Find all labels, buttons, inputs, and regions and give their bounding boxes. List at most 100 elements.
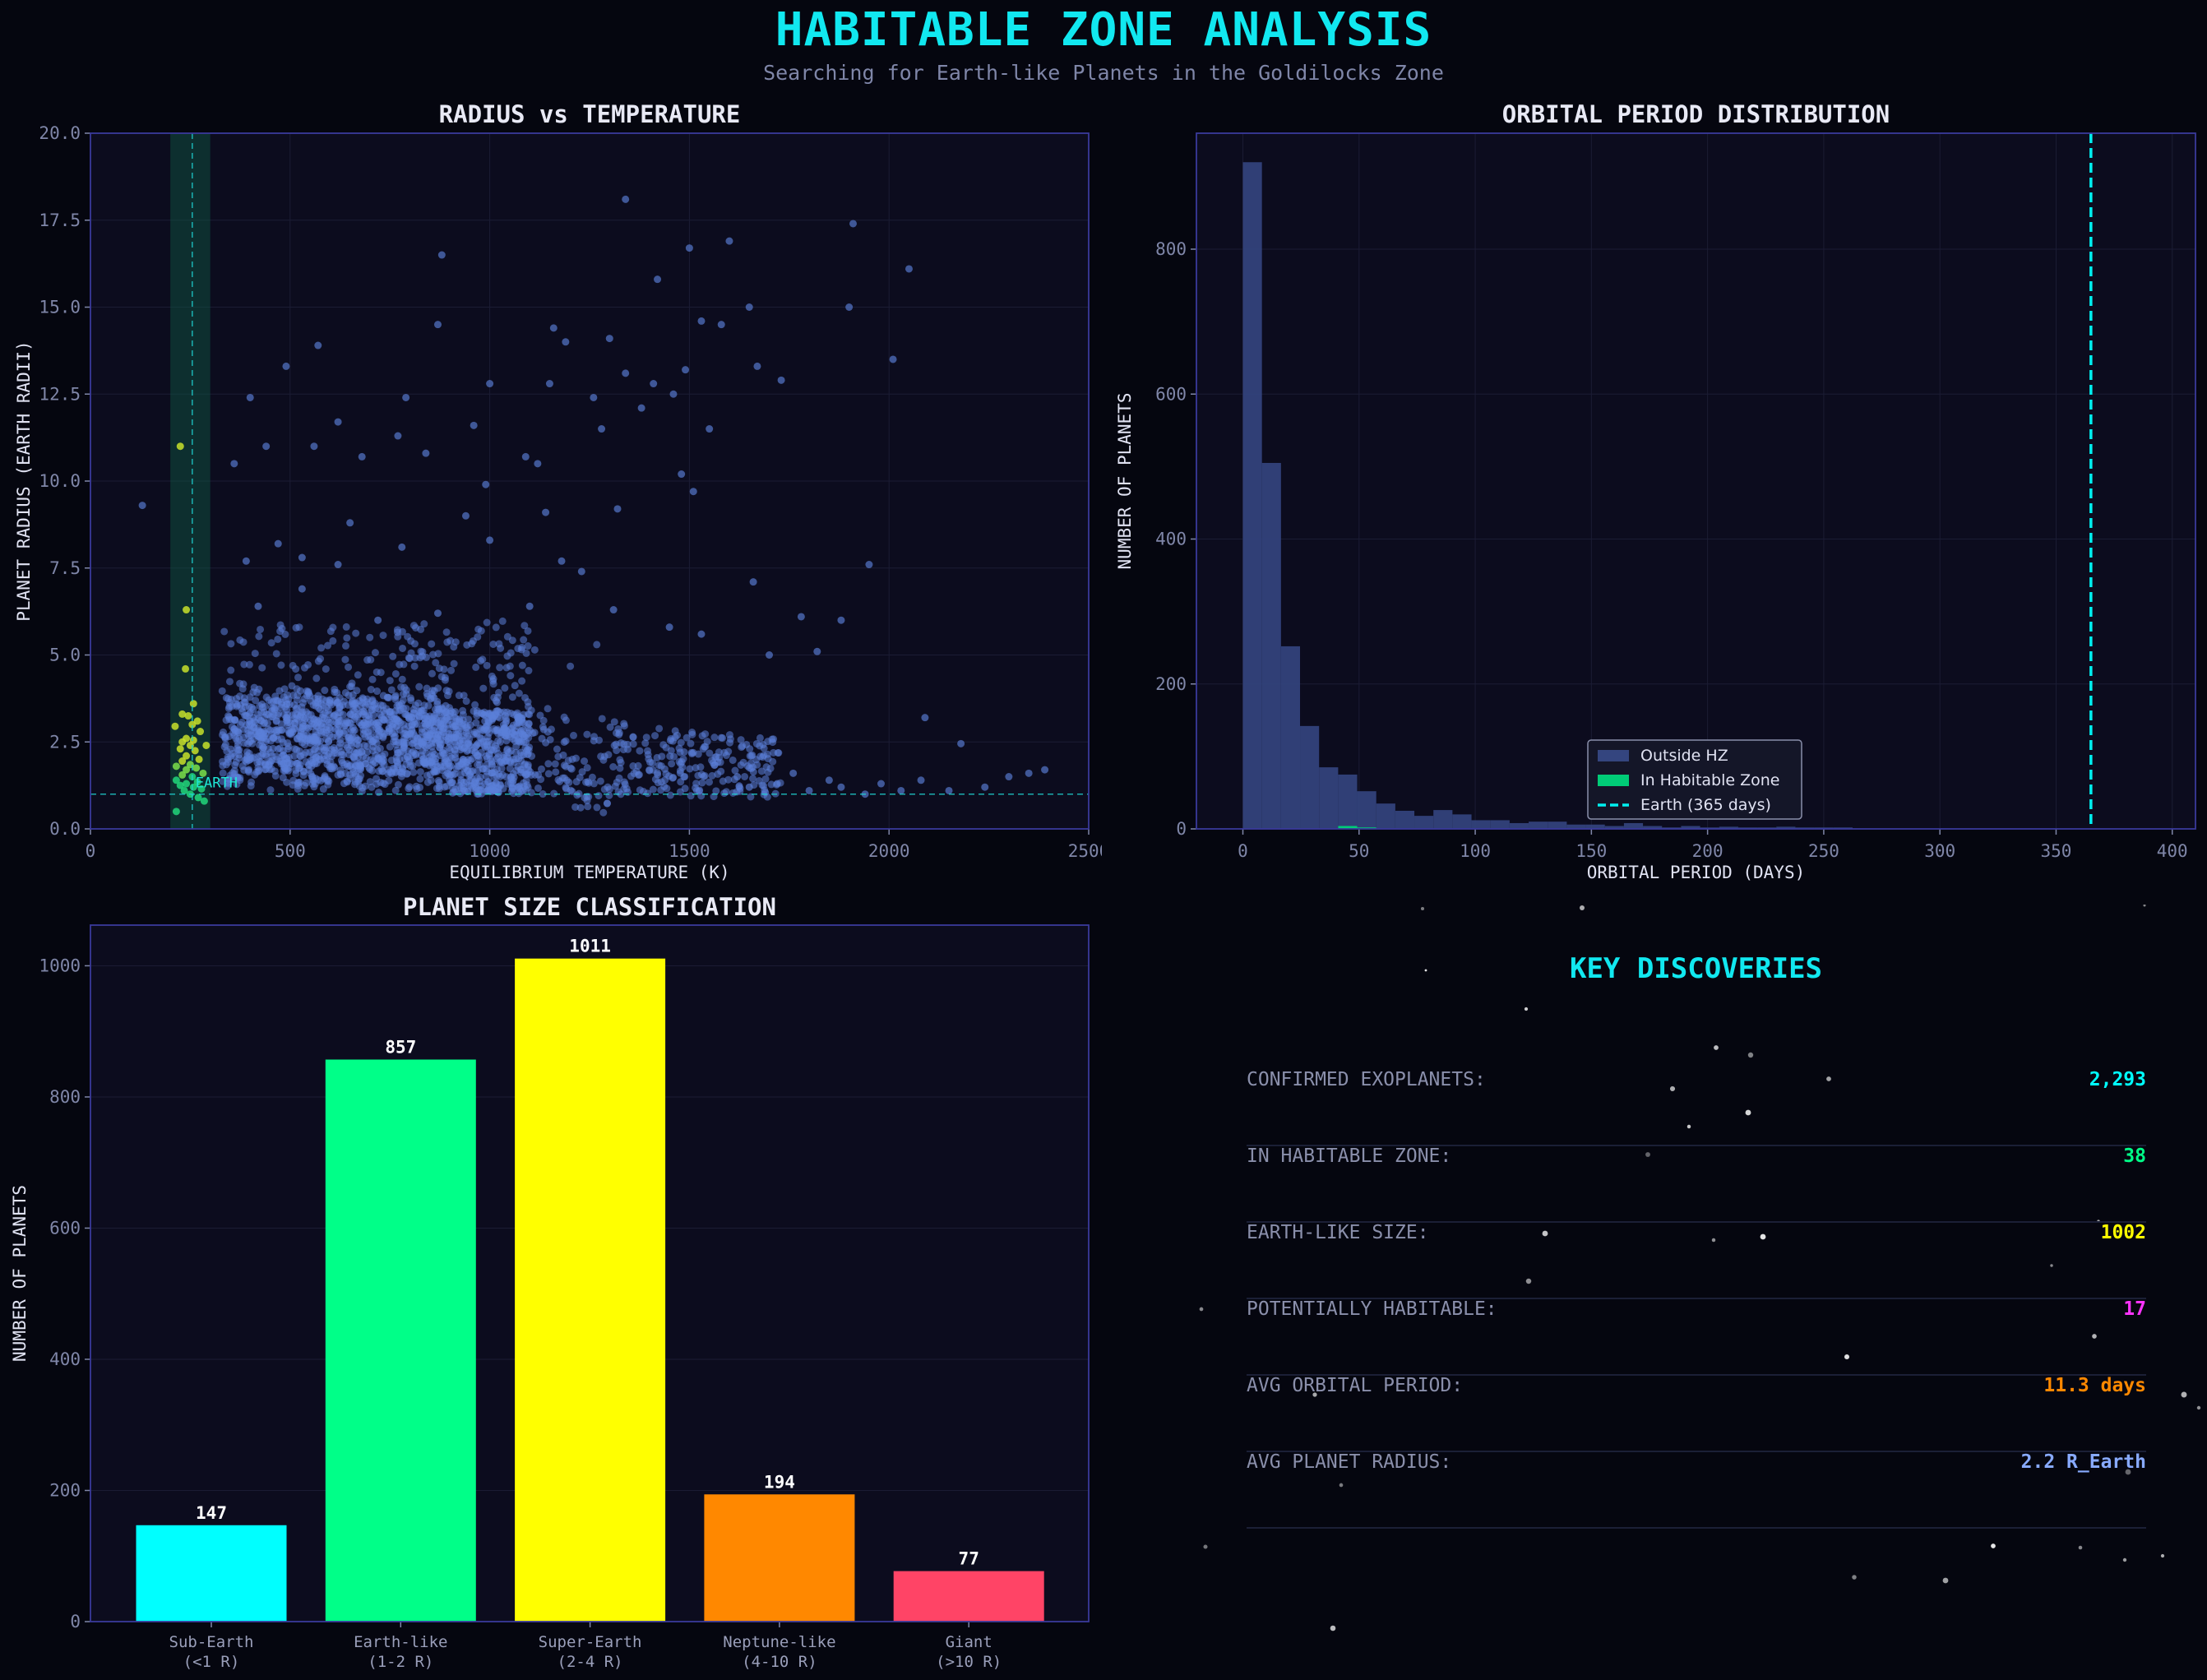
in-hz-bar: [1338, 826, 1358, 829]
hz-planet-point: [172, 776, 180, 784]
planet-point: [559, 751, 567, 759]
legend-swatch-hz: [1598, 775, 1629, 786]
planet-point: [669, 774, 678, 782]
planet-point: [275, 744, 284, 752]
y-tick-label: 0: [1176, 819, 1187, 839]
planet-point: [470, 707, 478, 715]
hz-planet-point: [195, 755, 203, 763]
planet-point: [512, 743, 521, 751]
planet-point: [314, 341, 322, 349]
planet-point: [745, 783, 753, 791]
planet-point: [676, 788, 684, 796]
planet-point: [537, 775, 545, 784]
planet-point: [613, 729, 621, 737]
y-tick-label: 200: [49, 1480, 81, 1500]
planet-point: [275, 687, 284, 695]
star: [1203, 1544, 1208, 1549]
hz-planet-point: [189, 700, 197, 708]
planet-point: [758, 781, 766, 789]
planet-point: [345, 746, 354, 754]
planet-point: [544, 760, 553, 768]
planet-point: [670, 752, 678, 761]
planet-point: [279, 738, 287, 747]
planet-point: [714, 758, 722, 766]
hz-planet-point: [182, 664, 190, 673]
planet-point: [393, 758, 401, 766]
planet-point: [482, 480, 490, 488]
outside-hz-bar: [1548, 821, 1567, 829]
planet-point: [502, 757, 511, 765]
planet-point: [493, 698, 502, 706]
planet-point: [475, 777, 484, 785]
planet-point: [345, 691, 353, 699]
planet-point: [432, 659, 440, 667]
planet-point: [340, 729, 348, 738]
planet-point: [444, 692, 452, 700]
planet-point: [547, 725, 555, 734]
planet-point: [492, 623, 500, 632]
y-tick-label: 200: [1155, 674, 1187, 694]
planet-point: [377, 669, 385, 677]
star: [1339, 1483, 1344, 1488]
planet-point: [227, 666, 235, 674]
planet-point: [325, 738, 333, 746]
planet-point: [446, 747, 454, 755]
planet-point: [1025, 769, 1033, 777]
planet-point: [392, 741, 400, 749]
planet-point: [486, 536, 494, 544]
hz-planet-point: [199, 769, 207, 777]
planet-point: [420, 757, 428, 765]
planet-point: [266, 786, 275, 794]
planet-point: [409, 622, 418, 630]
planet-point: [225, 698, 234, 706]
outside-hz-bar: [1414, 816, 1434, 829]
outside-hz-bar: [1529, 821, 1548, 829]
hz-planet-point: [176, 745, 184, 753]
hz-planet-point: [172, 808, 180, 816]
outside-hz-bar: [1395, 810, 1415, 829]
planet-point: [408, 713, 416, 721]
planet-point: [245, 732, 253, 740]
planet-point: [367, 686, 375, 694]
planet-point: [277, 704, 285, 712]
planet-point: [660, 783, 669, 791]
hz-planet-point: [178, 757, 187, 766]
planet-point: [275, 726, 283, 734]
planet-point: [402, 739, 410, 747]
planet-point: [658, 752, 666, 761]
size-chart-title: PLANET SIZE CLASSIFICATION: [403, 893, 776, 921]
planet-point: [255, 757, 263, 766]
planet-point: [737, 761, 745, 769]
planet-point: [254, 724, 262, 732]
planet-point: [444, 770, 452, 778]
planet-point: [243, 752, 252, 760]
planet-point: [745, 303, 753, 311]
planet-point: [729, 756, 737, 764]
planet-point: [539, 716, 548, 724]
planet-point: [520, 710, 528, 719]
planet-point: [502, 664, 511, 672]
star: [1747, 1052, 1754, 1058]
planet-point: [274, 635, 282, 643]
planet-point: [469, 636, 477, 645]
x-tick-label: 500: [275, 841, 306, 861]
planet-point: [564, 757, 572, 765]
x-tick-label: 0: [1238, 841, 1248, 861]
planet-point: [666, 791, 674, 799]
planet-point: [599, 808, 608, 817]
planet-point: [583, 764, 591, 772]
planet-point: [753, 362, 761, 370]
planet-point: [741, 772, 749, 780]
planet-point: [296, 764, 304, 772]
planet-point: [518, 643, 526, 651]
planet-point: [451, 753, 460, 761]
planet-point: [733, 773, 742, 781]
planet-point: [669, 390, 678, 398]
planet-point: [462, 697, 470, 706]
planet-point: [327, 763, 335, 771]
key-discovery-label: POTENTIALLY HABITABLE:: [1247, 1298, 1497, 1320]
planet-point: [241, 698, 249, 706]
planet-point: [456, 771, 465, 779]
planet-point: [427, 694, 435, 702]
planet-point: [240, 660, 248, 669]
